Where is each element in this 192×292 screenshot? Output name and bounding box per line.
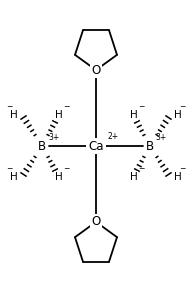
Text: H: H — [10, 172, 18, 182]
Text: B: B — [146, 140, 154, 152]
Text: 3+: 3+ — [48, 133, 60, 142]
Text: H: H — [174, 110, 182, 120]
Text: H: H — [174, 172, 182, 182]
Text: −: − — [179, 164, 185, 173]
Text: −: − — [6, 102, 12, 111]
Text: H: H — [10, 110, 18, 120]
Text: O: O — [91, 64, 101, 77]
Text: −: − — [6, 164, 12, 173]
Text: O: O — [91, 215, 101, 228]
Text: −: − — [138, 164, 145, 173]
Text: Ca: Ca — [88, 140, 104, 152]
Text: −: − — [64, 102, 70, 111]
Text: H: H — [130, 172, 137, 182]
Text: −: − — [179, 102, 185, 111]
Text: 3+: 3+ — [156, 133, 167, 142]
Text: H: H — [130, 110, 137, 120]
Text: H: H — [55, 110, 62, 120]
Text: −: − — [64, 164, 70, 173]
Text: −: − — [138, 102, 145, 111]
Text: 2+: 2+ — [107, 132, 118, 141]
Text: H: H — [55, 172, 62, 182]
Text: B: B — [38, 140, 46, 152]
